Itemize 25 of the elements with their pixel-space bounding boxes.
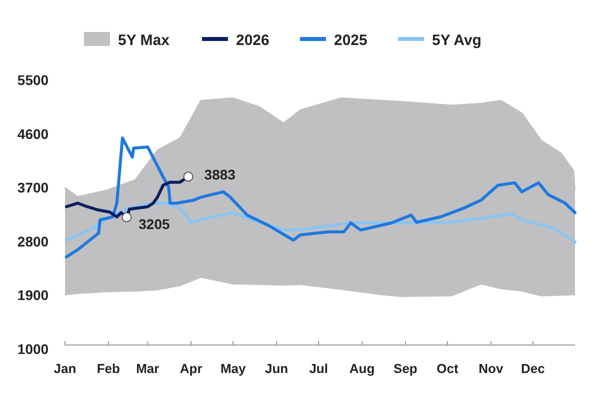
y-tick-label: 1000: [17, 341, 49, 357]
legend-label: 5Y Avg: [432, 32, 482, 49]
y-tick-label: 1900: [17, 287, 49, 304]
legend-label: 2025: [334, 32, 368, 49]
x-tick-label: Mar: [136, 361, 160, 376]
x-tick-label: Apr: [180, 361, 202, 376]
y-tick-label: 4600: [17, 126, 49, 142]
x-tick-label: Feb: [96, 361, 120, 376]
x-tick-label: Aug: [349, 361, 375, 376]
legend-label: 5Y Max: [118, 32, 170, 49]
x-tick-label: Jul: [309, 361, 328, 376]
legend-label: 2026: [236, 32, 270, 49]
x-tick-label: Dec: [521, 361, 545, 376]
x-tick-label: Nov: [478, 361, 504, 376]
x-tick-label: Jun: [265, 361, 288, 376]
y-tick-label: 2800: [17, 233, 49, 250]
x-tick-label: Oct: [436, 361, 460, 376]
line-series: [64, 136, 576, 258]
x-tick-label: May: [220, 361, 247, 376]
y-tick-label: 5500: [17, 72, 49, 88]
x-tick-label: Sep: [394, 361, 418, 376]
y-tick-label: 3700: [17, 180, 49, 196]
x-tick-label: Jan: [54, 361, 76, 376]
annotation: 3883: [204, 166, 236, 183]
annotation: 3205: [138, 216, 170, 232]
